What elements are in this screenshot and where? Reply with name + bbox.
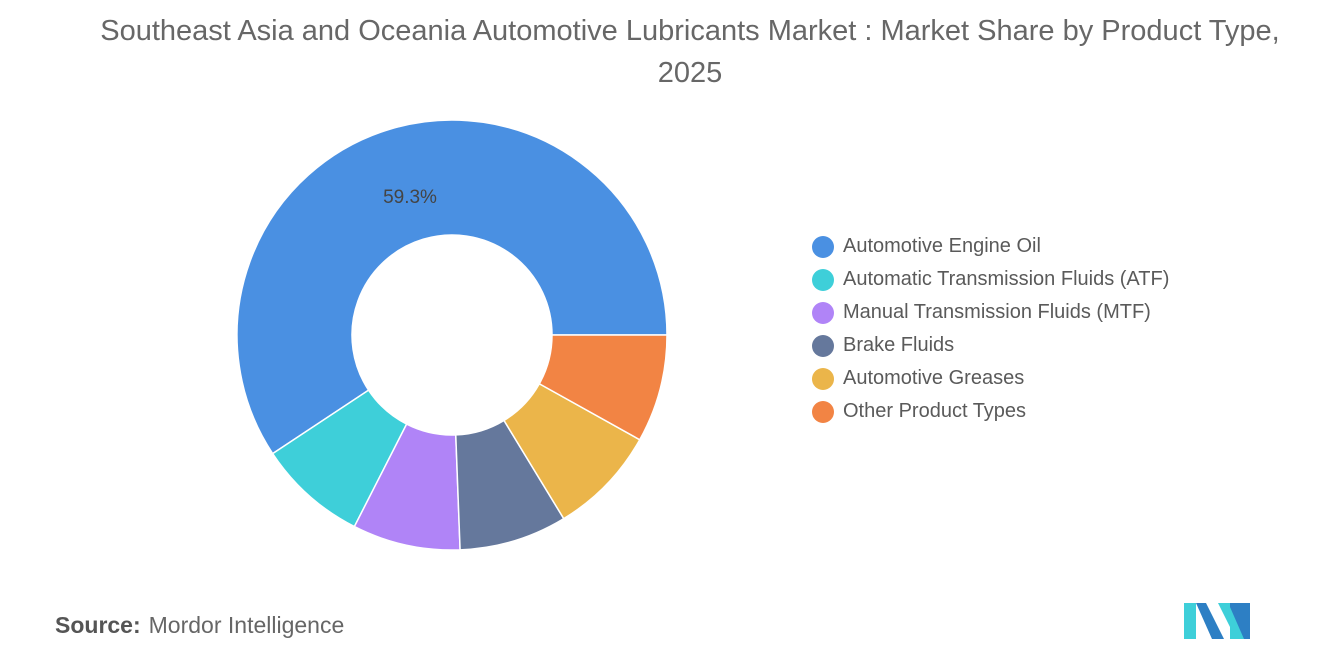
- legend-item[interactable]: Other Product Types: [812, 395, 1169, 428]
- legend-marker: [812, 268, 834, 291]
- mordor-intelligence-logo: [1184, 603, 1250, 639]
- legend-label: Automotive Engine Oil: [843, 235, 1041, 257]
- legend-label: Other Product Types: [843, 400, 1027, 422]
- source-value: Mordor Intelligence: [148, 612, 345, 638]
- legend-label: Automotive Greases: [843, 367, 1025, 389]
- chart-title: Southeast Asia and Oceania Automotive Lu…: [100, 15, 1280, 89]
- legend-label: Manual Transmission Fluids (MTF): [843, 301, 1151, 323]
- legend-marker: [812, 334, 834, 357]
- legend-item[interactable]: Manual Transmission Fluids (MTF): [812, 296, 1169, 329]
- source-label: Source:: [55, 612, 141, 638]
- legend-marker: [812, 400, 834, 423]
- legend-label: Brake Fluids: [843, 334, 955, 356]
- legend: Automotive Engine Oil Automatic Transmiss…: [812, 230, 1169, 428]
- slice-other-product-types: [538, 334, 668, 441]
- legend-item[interactable]: Automotive Engine Oil: [812, 230, 1169, 263]
- source: Source: Mordor Intelligence: [55, 612, 344, 639]
- legend-item[interactable]: Automotive Greases: [812, 362, 1169, 395]
- data-label: 59.3%: [383, 187, 437, 208]
- slice-automotive-engine-oil: [236, 119, 668, 455]
- legend-item[interactable]: Brake Fluids: [812, 329, 1169, 362]
- legend-marker: [812, 235, 834, 258]
- legend-item[interactable]: Automatic Transmission Fluids (ATF): [812, 263, 1169, 296]
- legend-label: Automatic Transmission Fluids (ATF): [843, 268, 1170, 290]
- legend-marker: [812, 301, 834, 324]
- legend-marker: [812, 367, 834, 390]
